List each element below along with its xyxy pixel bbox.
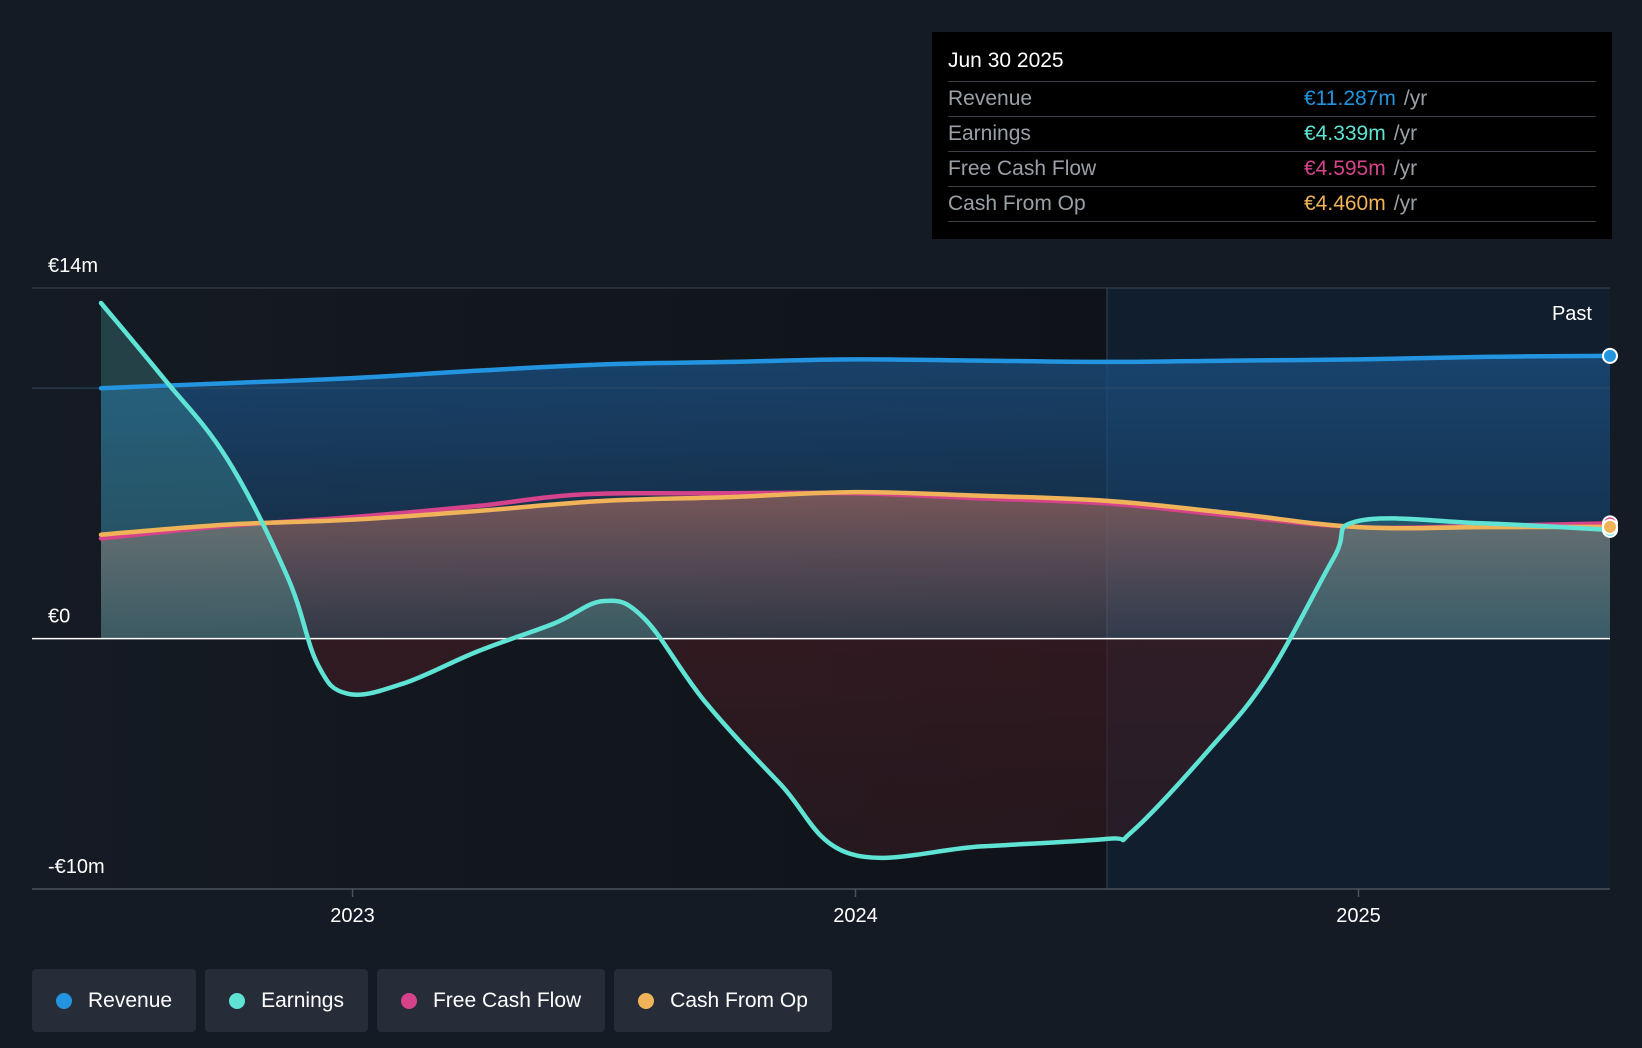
tooltip-label: Earnings: [948, 122, 1031, 145]
series-line-cash-from-op: [98, 489, 1613, 537]
tooltip-label: Free Cash Flow: [948, 157, 1097, 180]
tooltip-value: €11.287m: [1304, 87, 1396, 110]
tooltip-value: €4.460m: [1304, 192, 1386, 215]
tooltip-unit: /yr: [1403, 87, 1428, 110]
past-label: Past: [1552, 303, 1592, 325]
tooltip-date: Jun 30 2025: [948, 46, 1596, 82]
legend-dot-icon: [400, 992, 417, 1009]
tooltip-row-cash-from-op: Cash From Op €4.460m /yr: [948, 187, 1596, 222]
tooltip-panel: Jun 30 2025 Revenue €11.287m /yr Earning…: [932, 32, 1612, 239]
tooltip-label: Cash From Op: [948, 192, 1086, 215]
x-tick-label: 2023: [330, 905, 375, 927]
legend-item-cash-from-op[interactable]: Cash From Op: [614, 969, 832, 1032]
tooltip-row-earnings: Earnings €4.339m /yr: [948, 117, 1596, 152]
tooltip-unit: /yr: [1393, 122, 1418, 145]
y-tick-label: €0: [48, 606, 70, 628]
legend-item-free-cash-flow[interactable]: Free Cash Flow: [376, 969, 606, 1032]
tooltip-unit: /yr: [1393, 192, 1418, 215]
earnings-negative-area: [307, 638, 1291, 858]
x-tick-label: 2024: [833, 905, 878, 927]
x-tick-label: 2025: [1336, 905, 1381, 927]
end-marker-revenue: [1602, 347, 1618, 364]
y-tick-label: €14m: [48, 255, 98, 277]
legend-label: Free Cash Flow: [432, 988, 582, 1012]
y-tick-label: -€10m: [48, 856, 105, 878]
legend-dot-icon: [56, 992, 72, 1009]
end-marker-cash-from-op: [1602, 518, 1618, 535]
legend-label: Revenue: [88, 988, 173, 1012]
earnings-positive-area: [101, 303, 1610, 639]
legend-label: Earnings: [261, 988, 344, 1012]
tooltip-row-revenue: Revenue €11.287m /yr: [948, 82, 1596, 117]
legend-item-revenue[interactable]: Revenue: [32, 969, 197, 1032]
legend: Revenue Earnings Free Cash Flow Cash Fro…: [32, 969, 832, 1032]
legend-dot-icon: [229, 992, 246, 1009]
legend-dot-icon: [638, 992, 655, 1009]
series-line-earnings: [98, 300, 1613, 861]
series-line-revenue: [98, 353, 1613, 391]
tooltip-label: Revenue: [948, 87, 1033, 110]
tooltip-value: €4.339m: [1304, 122, 1386, 145]
tooltip-value: €4.595m: [1304, 157, 1386, 180]
legend-item-earnings[interactable]: Earnings: [205, 969, 368, 1032]
cash-area: [101, 492, 1610, 639]
tooltip-unit: /yr: [1393, 157, 1418, 180]
tooltip-row-free-cash-flow: Free Cash Flow €4.595m /yr: [948, 152, 1596, 187]
legend-label: Cash From Op: [670, 988, 808, 1012]
